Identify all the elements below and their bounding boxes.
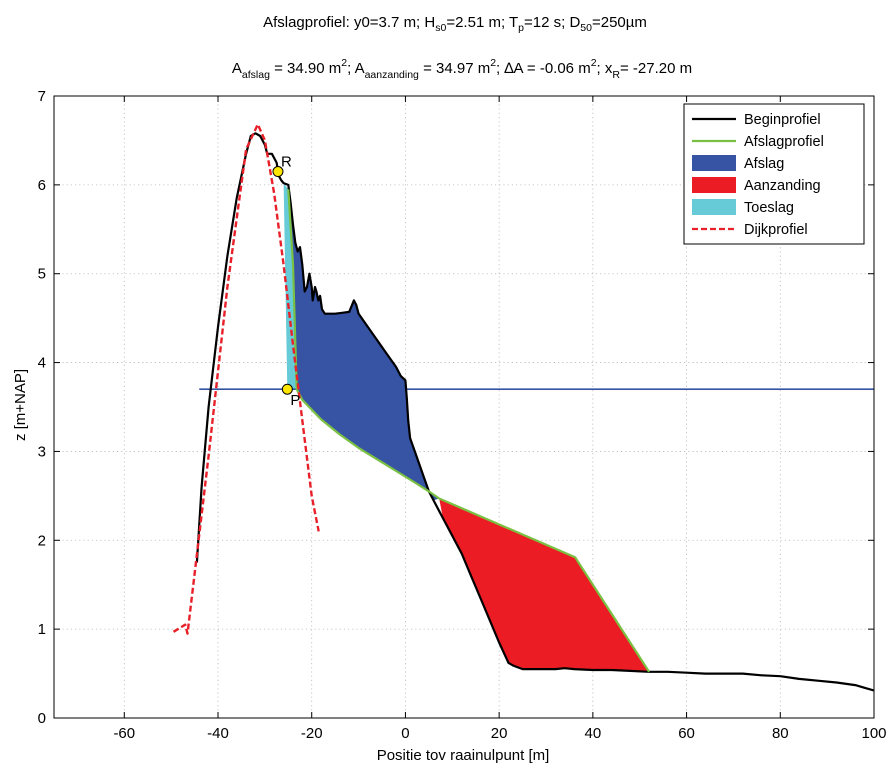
- legend-swatch-aanzanding: [692, 177, 736, 193]
- legend-label-dijkprofiel: Dijkprofiel: [744, 222, 808, 238]
- y-tick-label: 6: [38, 177, 46, 194]
- x-tick-label: 100: [861, 725, 886, 742]
- y-tick-label: 7: [38, 88, 46, 105]
- legend-label-aanzanding: Aanzanding: [744, 178, 821, 194]
- chart-title-line-1: Afslagprofiel: y0=3.7 m; Hs0=2.51 m; Tp=…: [263, 14, 647, 34]
- y-tick-label: 1: [38, 621, 46, 638]
- legend: Beginprofiel Afslagprofiel Afslag Aanzandin…: [683, 103, 865, 245]
- area-afslag: [288, 184, 440, 501]
- point-p: [281, 383, 293, 395]
- y-tick-label: 5: [38, 266, 46, 283]
- point-r: [272, 166, 284, 178]
- point-label-p: P: [290, 392, 300, 409]
- legend-swatch-afslag: [692, 155, 736, 171]
- legend-box: [683, 103, 865, 245]
- plot-area-frame: [53, 95, 875, 719]
- legend-swatch-toeslag: [692, 199, 736, 215]
- legend-label-beginprofiel: Beginprofiel: [744, 112, 821, 128]
- legend-label-toeslag: Toeslag: [744, 200, 794, 216]
- x-tick-label: 60: [678, 725, 695, 742]
- x-tick-label: 80: [772, 725, 789, 742]
- x-tick-label: -20: [301, 725, 323, 742]
- area-aanzanding: [439, 498, 650, 672]
- x-tick-label: -40: [207, 725, 229, 742]
- x-tick-label: -60: [113, 725, 135, 742]
- line-dijkprofiel: [172, 123, 320, 635]
- chart-title-line-2: Aafslag = 34.90 m2; Aaanzanding = 34.97 …: [232, 57, 692, 81]
- x-tick-label: 40: [585, 725, 602, 742]
- axis-ticks: -60 -40 -20 0 20 40 60 80 100 0 1 2 3 4 5 6 7: [38, 88, 887, 742]
- x-tick-label: 20: [491, 725, 508, 742]
- x-tick-label: 0: [401, 725, 409, 742]
- y-tick-label: 4: [38, 355, 46, 372]
- legend-label-afslag: Afslag: [744, 156, 784, 172]
- point-label-r: R: [281, 154, 292, 171]
- y-axis-label: z [m+NAP]: [12, 369, 29, 441]
- series-layer: RP: [172, 123, 875, 692]
- line-afslagprofiel: [287, 189, 651, 673]
- area-toeslag: [283, 183, 297, 390]
- x-axis-label: Positie tov raainulpunt [m]: [377, 747, 550, 764]
- y-tick-label: 2: [38, 532, 46, 549]
- line-beginprofiel: [195, 132, 875, 692]
- y-tick-label: 0: [38, 710, 46, 727]
- legend-label-afslagprofiel: Afslagprofiel: [744, 134, 824, 150]
- y-tick-label: 3: [38, 443, 46, 460]
